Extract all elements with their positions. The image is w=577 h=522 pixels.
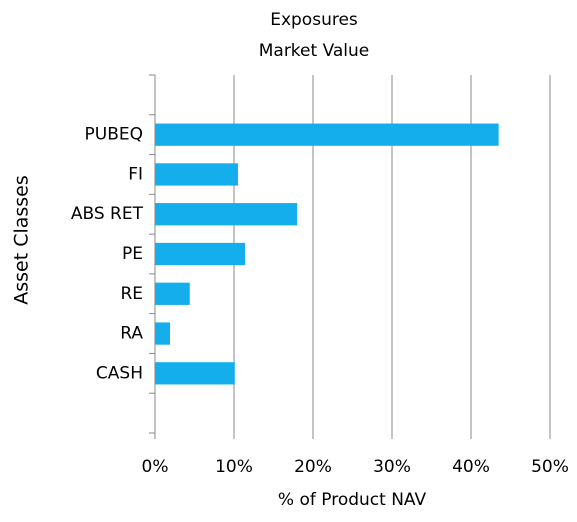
x-tick-label: 0% [142, 457, 169, 477]
chart-title: Exposures [270, 10, 358, 30]
x-tick-label: 50% [531, 457, 569, 477]
x-tick-label: 10% [215, 457, 253, 477]
x-tick-label: 20% [294, 457, 332, 477]
bar [155, 242, 246, 266]
y-tick-label: ABS RET [71, 204, 144, 224]
y-tick-label: RA [120, 324, 143, 344]
bar [155, 203, 298, 226]
y-tick-label: PUBEQ [85, 125, 143, 145]
x-tick-label: 30% [373, 457, 411, 477]
x-axis-label: % of Product NAV [278, 490, 427, 510]
bar [155, 362, 235, 385]
y-tick-label: FI [128, 164, 143, 184]
y-tick-label: RE [120, 284, 143, 304]
bar [155, 123, 499, 146]
y-tick-label: PE [122, 244, 143, 264]
bar [155, 322, 171, 345]
bar [155, 282, 190, 305]
x-tick-label: 40% [452, 457, 490, 477]
y-tick-label: CASH [96, 363, 143, 383]
chart-subtitle: Market Value [259, 41, 370, 61]
y-axis-label: Asset Classes [11, 175, 33, 305]
bar [155, 163, 238, 186]
